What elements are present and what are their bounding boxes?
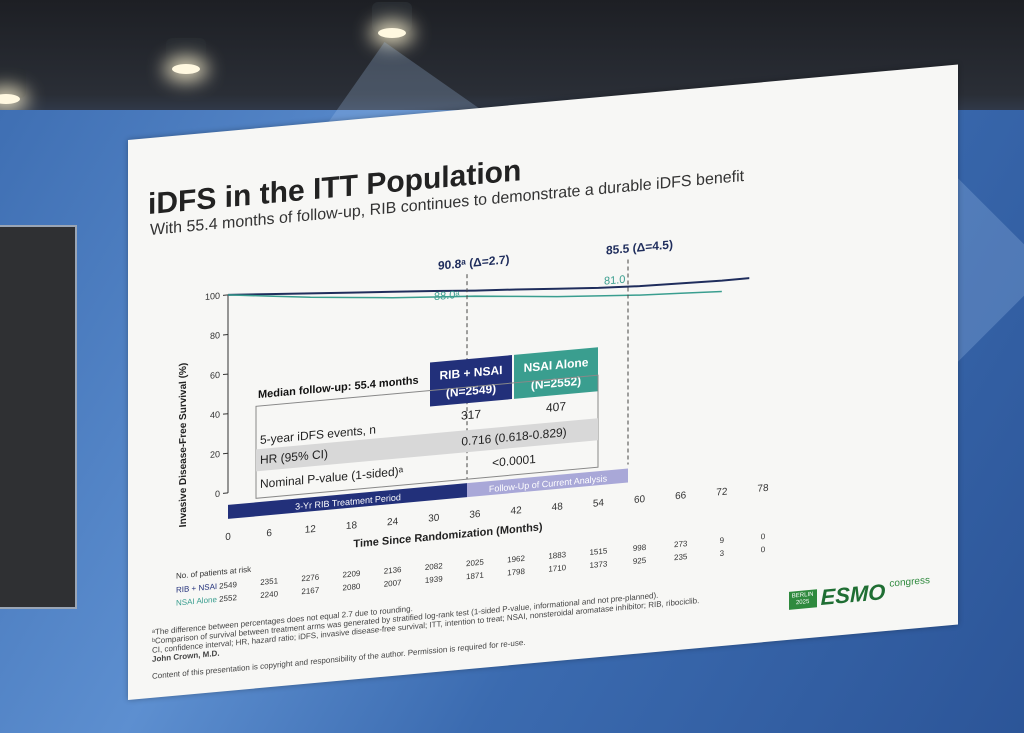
risk-cell: 1710 xyxy=(548,563,567,574)
series-line-nsai-alone xyxy=(227,290,722,299)
risk-cell: 2351 xyxy=(260,576,279,587)
col-nsai-n: (N=2552) xyxy=(531,374,581,393)
risk-cell: 1939 xyxy=(424,574,443,585)
treatment-bar xyxy=(228,483,467,519)
x-tick-label: 48 xyxy=(552,501,564,513)
logo-sub: congress xyxy=(889,575,930,590)
km-chart: Invasive Disease-Free Survival (%) 0 20 40… xyxy=(178,237,769,550)
results-table: Median follow-up: 55.4 months RIB + NSAI… xyxy=(255,347,599,499)
annotation-rib-60: 85.5 (Δ=4.5) xyxy=(606,237,673,257)
annotation-nsai-36: 88.0ᵃ xyxy=(434,289,460,303)
col-rib-header: RIB + NSAI xyxy=(440,363,503,383)
risk-cell: 2007 xyxy=(383,578,402,589)
x-tick-label: 0 xyxy=(225,532,231,544)
risk-label-rib: RIB + NSAI xyxy=(176,581,218,595)
x-tick-label: 6 xyxy=(266,528,272,540)
risk-cell: 1515 xyxy=(589,546,608,558)
risk-cell: 2549 xyxy=(219,580,237,591)
x-tick-label: 78 xyxy=(757,483,769,495)
y-tick-label: 40 xyxy=(210,409,220,420)
risk-cell: 0 xyxy=(760,545,766,555)
risk-cell: 0 xyxy=(760,532,766,542)
side-screen xyxy=(0,225,77,609)
row-events-rib: 317 xyxy=(461,407,481,423)
survival-curves xyxy=(227,277,750,299)
x-tick-label: 12 xyxy=(305,524,317,536)
y-tick-label: 80 xyxy=(210,330,220,341)
risk-cell: 235 xyxy=(674,552,688,563)
risk-cell: 2240 xyxy=(260,589,279,600)
risk-cell: 1962 xyxy=(507,553,525,565)
esmo-logo: BERLIN 2025 ESMO congress xyxy=(788,575,930,614)
series-line-rib-nsai xyxy=(227,277,750,296)
x-tick-label: 54 xyxy=(593,498,605,510)
x-tick-label: 24 xyxy=(387,516,399,528)
risk-cell: 273 xyxy=(674,539,688,550)
risk-cell: 3 xyxy=(719,548,725,559)
y-tick-label: 0 xyxy=(215,489,220,499)
risk-cell: 2080 xyxy=(342,581,361,593)
spotlight-icon xyxy=(0,68,26,104)
x-tick-label: 42 xyxy=(511,505,523,517)
risk-cell: 2136 xyxy=(383,565,402,576)
x-tick-label: 72 xyxy=(716,486,728,498)
risk-cell: 1871 xyxy=(466,570,484,582)
logo-box: BERLIN 2025 xyxy=(788,589,817,610)
col-rib-n: (N=2549) xyxy=(446,382,496,401)
row-p-value: <0.0001 xyxy=(492,452,536,470)
spotlight-icon xyxy=(372,2,412,38)
risk-cell: 925 xyxy=(632,555,647,567)
risk-cell: 1883 xyxy=(548,550,567,561)
col-nsai-header: NSAI Alone xyxy=(524,355,589,375)
risk-cell: 2167 xyxy=(301,585,320,597)
risk-cell: 998 xyxy=(632,542,647,554)
spotlight-icon xyxy=(166,38,206,74)
row-hr-label: HR (95% CI) xyxy=(260,447,328,467)
x-tick-label: 18 xyxy=(346,520,358,532)
risk-label-nsai: NSAI Alone xyxy=(176,594,217,608)
annotation-nsai-60: 81.0 xyxy=(604,274,625,288)
y-tick-label: 60 xyxy=(210,370,220,381)
followup-bar xyxy=(467,468,628,498)
axes: 0 20 40 60 80 100 0 6 12 18 24 30 36 42 48 54 60 66 72 78 xyxy=(205,291,769,544)
x-tick-label: 60 xyxy=(634,494,646,506)
presentation-slide: iDFS in the ITT Population With 55.4 mon… xyxy=(128,64,958,700)
risk-cell: 2209 xyxy=(342,568,361,580)
logo-text: ESMO xyxy=(820,579,886,610)
risk-cell: 2082 xyxy=(424,561,443,572)
risk-cell: 1798 xyxy=(507,566,525,578)
y-axis-label: Invasive Disease-Free Survival (%) xyxy=(178,362,189,527)
risk-cell: 2552 xyxy=(219,593,237,604)
risk-cell: 9 xyxy=(719,535,725,546)
x-tick-label: 36 xyxy=(469,509,481,521)
row-events-nsai: 407 xyxy=(546,399,566,415)
risk-cell: 2276 xyxy=(301,572,320,584)
annotation-rib-36: 90.8ᵃ (Δ=2.7) xyxy=(438,252,509,272)
y-tick-label: 100 xyxy=(205,291,220,302)
x-tick-label: 30 xyxy=(428,513,440,525)
y-tick-label: 20 xyxy=(210,449,220,460)
median-followup: Median follow-up: 55.4 months xyxy=(258,375,419,402)
risk-cell: 1373 xyxy=(589,559,608,571)
x-tick-label: 66 xyxy=(675,490,687,502)
risk-cell: 2025 xyxy=(466,557,484,569)
